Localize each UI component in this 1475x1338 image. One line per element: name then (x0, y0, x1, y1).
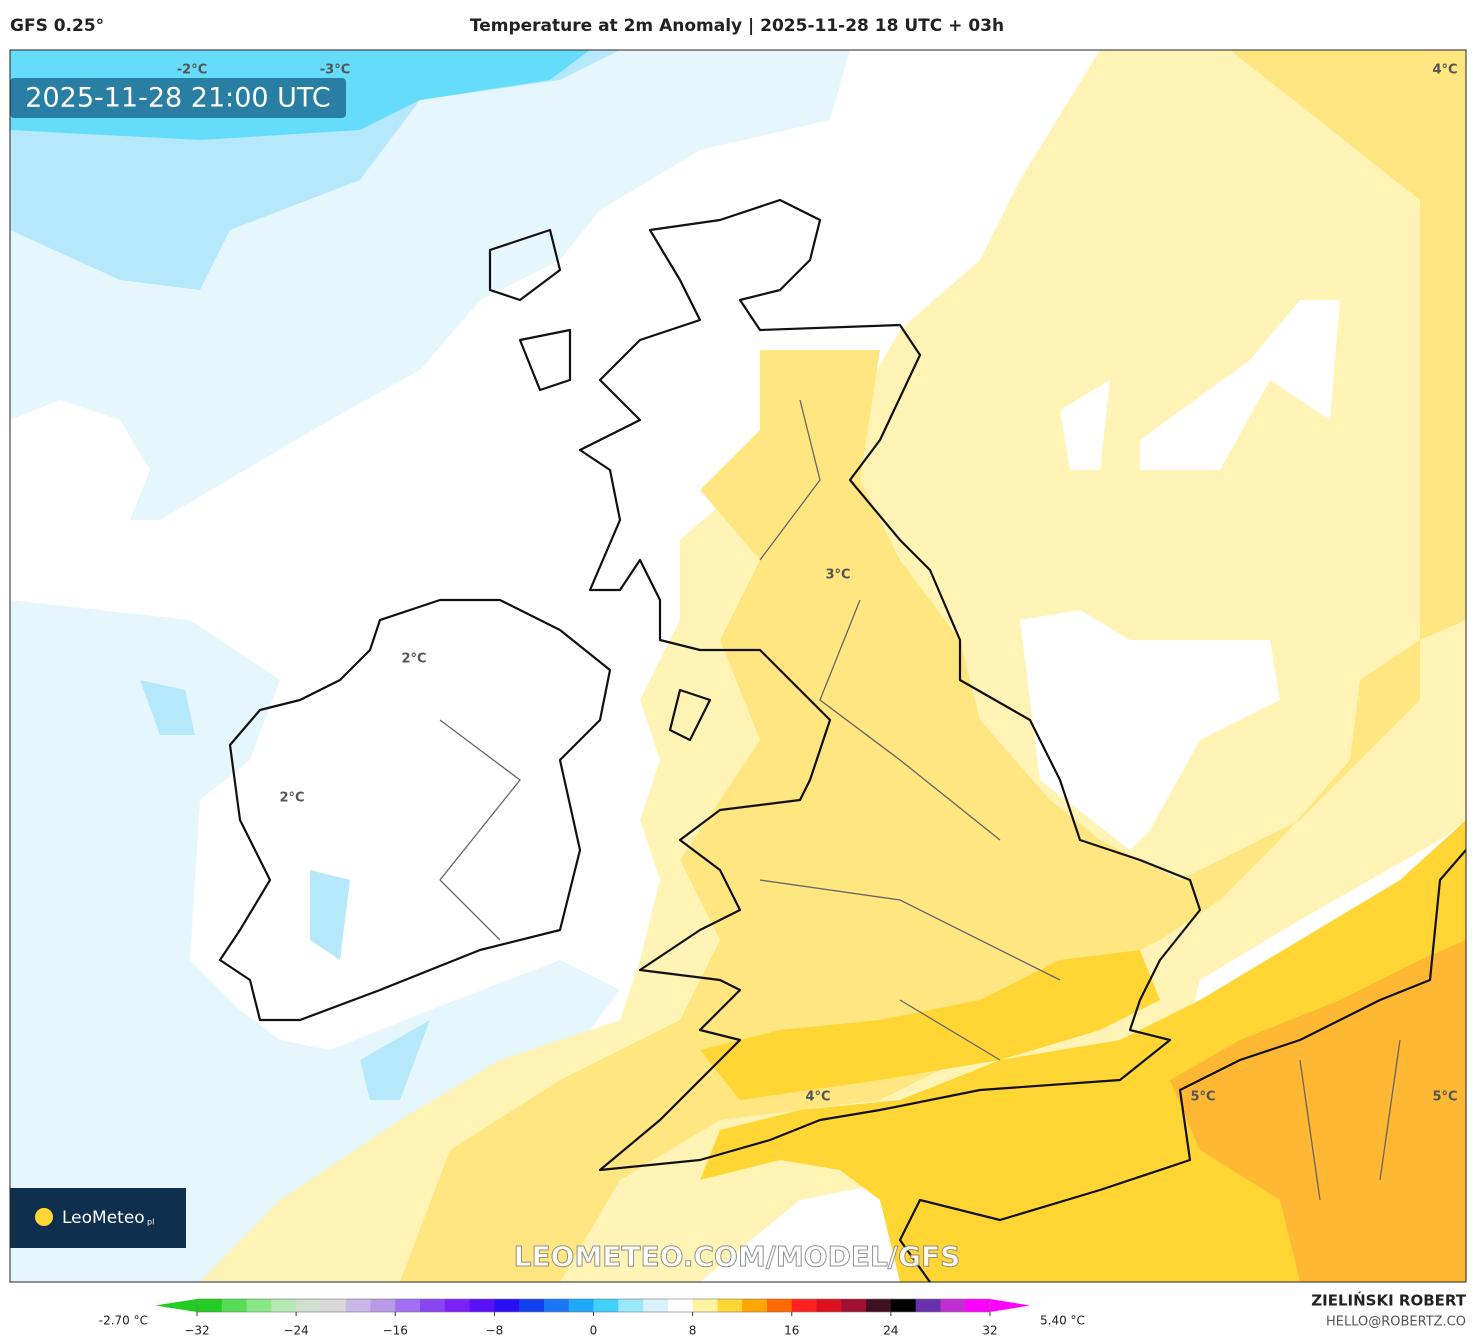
colorbar-segment (766, 1299, 793, 1312)
logo-suffix: pl (147, 1218, 154, 1227)
coastline-gb (578, 198, 1202, 1172)
colorbar-segment (345, 1299, 371, 1312)
colorbar-segment (568, 1299, 594, 1312)
colorbar-segment (519, 1299, 545, 1312)
colorbar-segment (395, 1299, 421, 1312)
contour-label: 4°C (1432, 63, 1457, 78)
admin-border (439, 399, 1401, 1201)
colorbar-tick-label: 32 (982, 1324, 997, 1338)
colorbar-segment (543, 1299, 570, 1312)
valid-time: 2025-11-28 21:00 UTC (25, 83, 330, 114)
colorbar-segment (643, 1299, 669, 1312)
colorbar-segment (915, 1299, 941, 1312)
colorbar-tick-label: −8 (486, 1324, 504, 1338)
colorbar-tick-label: 24 (883, 1324, 898, 1338)
colorbar-segment (742, 1299, 768, 1312)
contour-label: 2°C (401, 652, 426, 667)
colorbar-segment (494, 1299, 520, 1312)
colorbar-min-label: -2.70 °C (99, 1314, 148, 1328)
colorbar: −32 −24 −16 −8 0 8 16 24 32 (155, 1298, 1030, 1338)
author: ZIELIŃSKI ROBERT (1311, 1291, 1466, 1310)
colorbar-segment (965, 1299, 991, 1312)
model-label: GFS 0.25° (10, 16, 104, 36)
colorbar-segment (320, 1299, 347, 1312)
colorbar-segment (890, 1299, 917, 1312)
colorbar-segment (791, 1299, 818, 1312)
anomaly-neutral (1020, 300, 1340, 850)
colorbar-segment (866, 1299, 892, 1312)
colorbar-segment (692, 1299, 718, 1312)
colorbar-segment (618, 1299, 644, 1312)
colorbar-segment (420, 1299, 446, 1312)
coastline-ireland (218, 598, 612, 1022)
colorbar-segment (816, 1299, 842, 1312)
time-badge (10, 78, 346, 118)
colorbar-tick-label: −32 (184, 1324, 209, 1338)
colorbar-segment (296, 1299, 322, 1312)
anomaly-neg-light (10, 600, 620, 1282)
colorbar-segment (246, 1299, 272, 1312)
contour-label: 5°C (1190, 1090, 1215, 1105)
colorbar-segment (271, 1299, 297, 1312)
colorbar-segment (370, 1299, 396, 1312)
colorbar-tick-label: −16 (383, 1324, 408, 1338)
contour-label: 3°C (825, 568, 850, 583)
watermark: LEOMETEO.COM/MODEL/GFS (514, 1240, 961, 1273)
colorbar-tick-label: −24 (283, 1324, 308, 1338)
logo-sun (35, 1208, 53, 1226)
contour-label: -3°C (320, 63, 350, 78)
contour-label: -2°C (177, 63, 207, 78)
anomaly-pos-mid (400, 50, 1466, 1282)
colorbar-segment (469, 1299, 495, 1312)
colorbar-arrow-low (155, 1299, 197, 1312)
contact: HELLO@ROBERTZ.CO (1326, 1315, 1466, 1330)
colorbar-segment (593, 1299, 619, 1312)
anomaly-pos-max (1170, 940, 1466, 1282)
anomaly-neg-mid (140, 680, 430, 1100)
contour-label: 5°C (1432, 1090, 1457, 1105)
contour-label: 2°C (279, 791, 304, 806)
colorbar-tick-label: 0 (590, 1324, 598, 1338)
colorbar-segment (717, 1299, 743, 1312)
colorbar-segment (940, 1299, 966, 1312)
colorbar-tick-label: 8 (689, 1324, 697, 1338)
colorbar-tick-label: 16 (784, 1324, 799, 1338)
coastline-other (488, 228, 1466, 1282)
logo-text: LeoMeteo (62, 1208, 145, 1228)
colorbar-arrow-high (990, 1299, 1030, 1312)
colorbar-segment (197, 1299, 223, 1312)
colorbar-segment (444, 1299, 471, 1312)
colorbar-segment (841, 1299, 867, 1312)
colorbar-max-label: 5.40 °C (1040, 1314, 1085, 1328)
colorbar-segment (667, 1299, 694, 1312)
map: -2°C -3°C 4°C 3°C 2°C 2°C 4°C 5°C 5°C 20… (10, 50, 1466, 1282)
map-title: Temperature at 2m Anomaly | 2025-11-28 1… (470, 16, 1004, 36)
contour-label: 4°C (805, 1090, 830, 1105)
map-frame (9, 49, 1467, 1283)
colorbar-segment (221, 1299, 248, 1312)
